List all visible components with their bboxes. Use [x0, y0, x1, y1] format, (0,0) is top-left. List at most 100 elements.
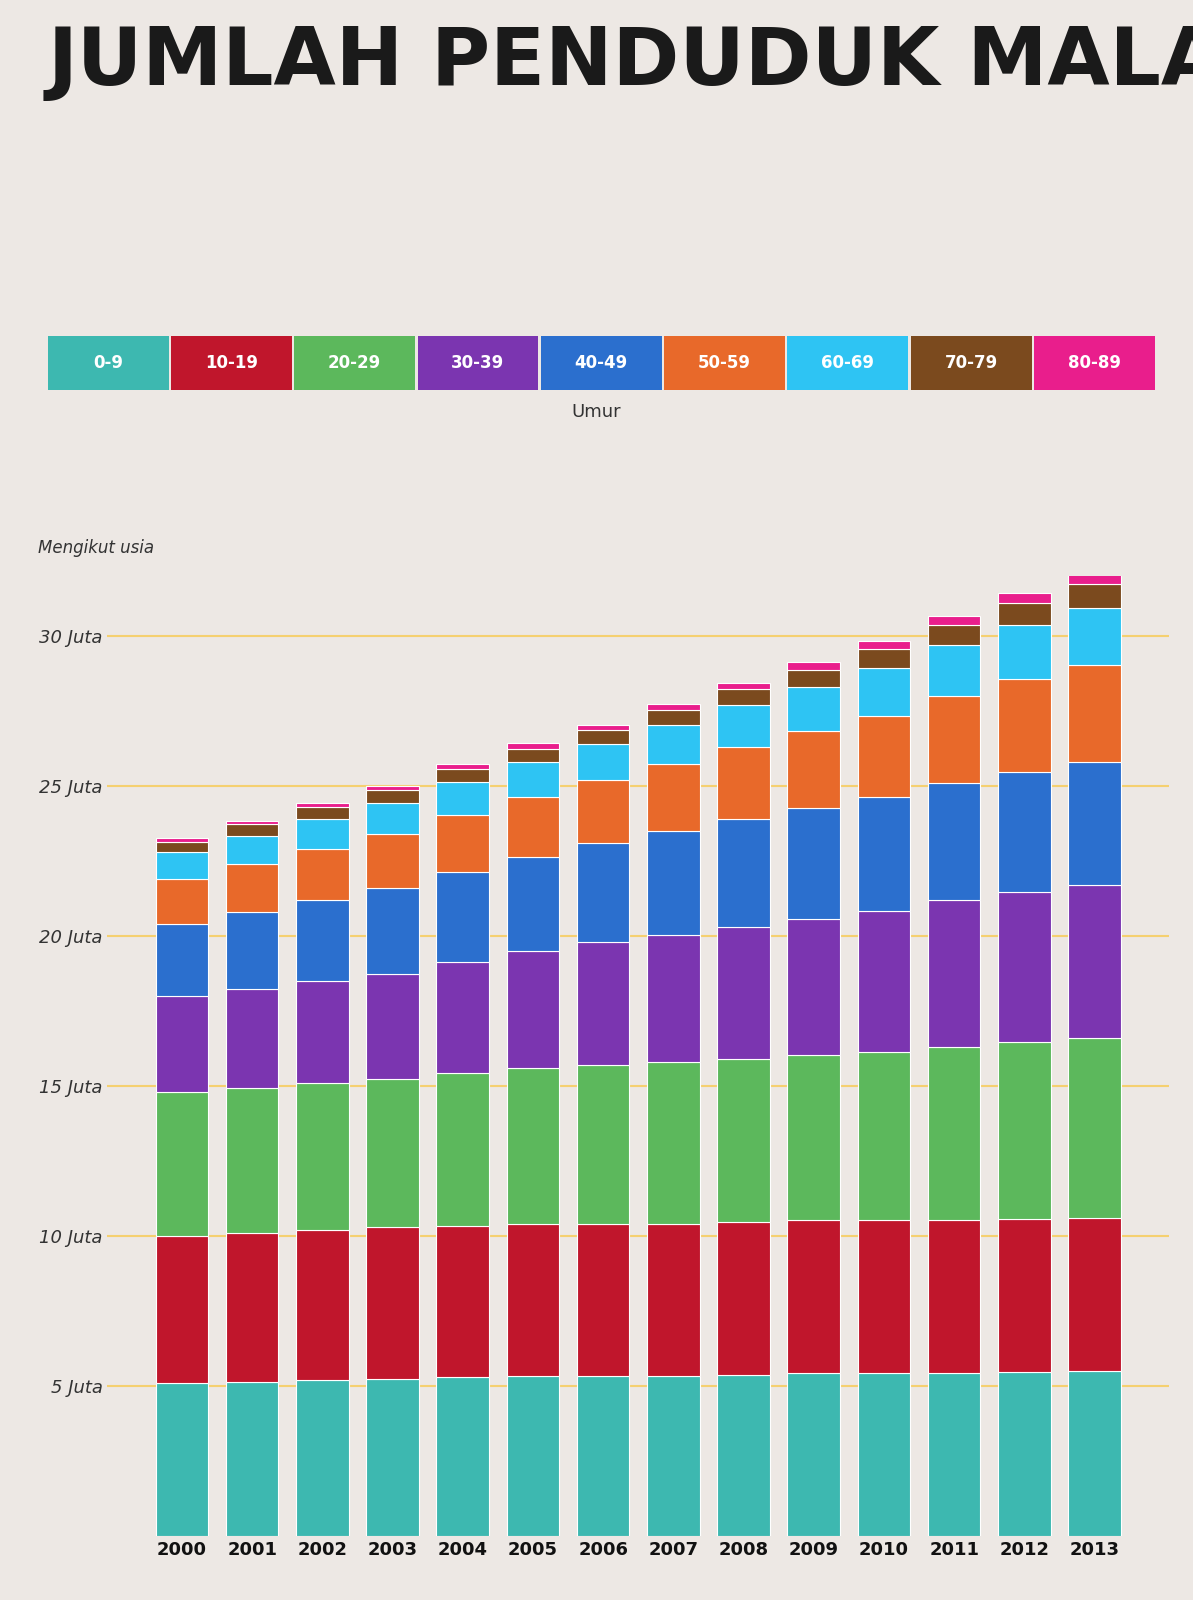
Bar: [928, 624, 981, 645]
Bar: [717, 926, 769, 1059]
Bar: [787, 662, 840, 669]
Bar: [296, 981, 348, 1083]
Bar: [296, 850, 348, 899]
Bar: [507, 1069, 560, 1224]
Bar: [155, 1235, 209, 1382]
Bar: [999, 1042, 1051, 1219]
Bar: [787, 670, 840, 686]
Bar: [647, 704, 699, 710]
Bar: [858, 715, 910, 797]
Bar: [1068, 1371, 1121, 1536]
Bar: [437, 781, 489, 814]
Text: 70-79: 70-79: [945, 354, 997, 373]
Bar: [155, 878, 209, 925]
Bar: [296, 1083, 348, 1230]
Bar: [1068, 1218, 1121, 1371]
Bar: [717, 747, 769, 819]
Bar: [928, 645, 981, 696]
Bar: [858, 669, 910, 715]
Bar: [999, 771, 1051, 891]
Bar: [507, 749, 560, 762]
Bar: [366, 888, 419, 973]
Bar: [366, 1379, 419, 1536]
Text: 50-59: 50-59: [698, 354, 752, 373]
Bar: [858, 1051, 910, 1219]
Bar: [999, 1219, 1051, 1371]
Bar: [155, 1382, 209, 1536]
Bar: [155, 842, 209, 853]
Bar: [155, 1091, 209, 1235]
Text: 0-9: 0-9: [93, 354, 123, 373]
Bar: [999, 891, 1051, 1042]
Bar: [577, 744, 630, 781]
Bar: [787, 1373, 840, 1536]
Bar: [647, 1376, 699, 1536]
Bar: [858, 642, 910, 650]
Bar: [858, 1219, 910, 1373]
Bar: [928, 899, 981, 1046]
Bar: [999, 624, 1051, 678]
Bar: [437, 1378, 489, 1536]
Bar: [225, 824, 278, 835]
Bar: [155, 838, 209, 842]
Bar: [647, 763, 699, 830]
Text: 10-19: 10-19: [205, 354, 258, 373]
Bar: [999, 603, 1051, 624]
Bar: [787, 1221, 840, 1373]
Bar: [577, 942, 630, 1066]
Bar: [366, 790, 419, 803]
Bar: [507, 762, 560, 797]
Bar: [577, 730, 630, 744]
Bar: [507, 797, 560, 856]
Bar: [787, 686, 840, 731]
Bar: [717, 819, 769, 926]
Bar: [1068, 762, 1121, 885]
Bar: [787, 731, 840, 808]
Bar: [647, 725, 699, 763]
Bar: [437, 1072, 489, 1226]
Bar: [717, 690, 769, 706]
Text: Mengikut usia: Mengikut usia: [38, 539, 154, 557]
Bar: [858, 910, 910, 1051]
Bar: [647, 1224, 699, 1376]
Bar: [999, 678, 1051, 771]
Bar: [155, 995, 209, 1093]
Bar: [225, 835, 278, 864]
Bar: [717, 683, 769, 690]
Bar: [787, 808, 840, 918]
Bar: [296, 803, 348, 808]
Bar: [717, 1059, 769, 1222]
Bar: [225, 864, 278, 912]
Bar: [437, 814, 489, 872]
Bar: [225, 1234, 278, 1381]
Bar: [858, 1373, 910, 1536]
Bar: [928, 1373, 981, 1536]
Bar: [928, 696, 981, 782]
Text: 60-69: 60-69: [821, 354, 874, 373]
Bar: [928, 1219, 981, 1373]
Bar: [296, 899, 348, 981]
Bar: [366, 1078, 419, 1227]
Bar: [928, 782, 981, 899]
Bar: [999, 1371, 1051, 1536]
Bar: [577, 781, 630, 843]
Bar: [787, 1056, 840, 1221]
Bar: [225, 821, 278, 824]
Bar: [647, 710, 699, 725]
Bar: [437, 763, 489, 768]
Text: 30-39: 30-39: [451, 354, 505, 373]
Bar: [1068, 584, 1121, 608]
Bar: [717, 1222, 769, 1374]
Bar: [225, 1088, 278, 1234]
Bar: [225, 912, 278, 989]
Text: JUMLAH PENDUDUK MALAYSIA: JUMLAH PENDUDUK MALAYSIA: [48, 24, 1193, 102]
Bar: [155, 925, 209, 995]
Bar: [225, 1381, 278, 1536]
Bar: [366, 1227, 419, 1379]
Bar: [1068, 664, 1121, 762]
Bar: [366, 973, 419, 1078]
Bar: [507, 1376, 560, 1536]
Bar: [858, 797, 910, 910]
Bar: [155, 853, 209, 878]
Bar: [647, 934, 699, 1062]
